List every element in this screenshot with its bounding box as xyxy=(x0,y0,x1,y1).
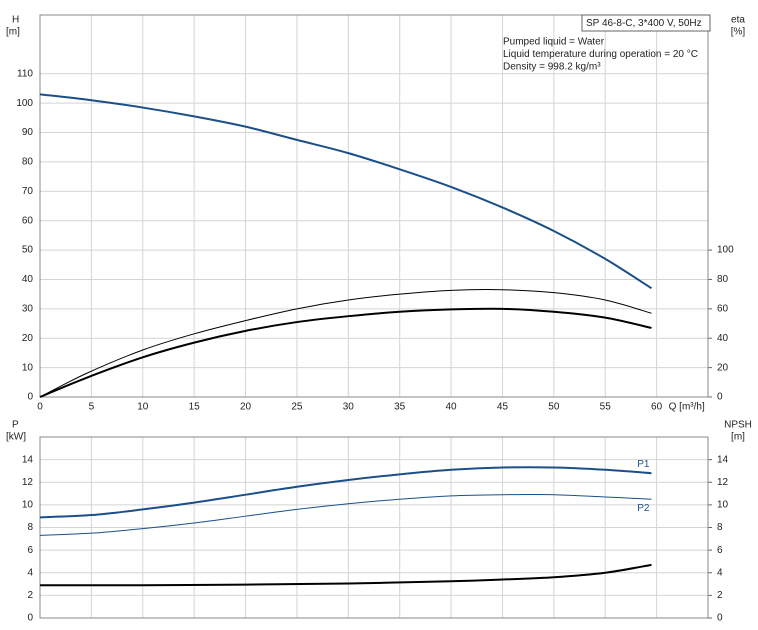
annotation: Density = 998.2 kg/m³ xyxy=(503,62,601,73)
y2-tick-label: 20 xyxy=(717,362,729,373)
y-tick-label: 20 xyxy=(22,333,34,344)
y-tick-label: 8 xyxy=(27,522,33,533)
plot-frame xyxy=(39,436,709,619)
y-tick-label: 2 xyxy=(27,590,33,601)
y-axis-label: P xyxy=(12,420,19,431)
curve xyxy=(40,563,652,587)
y-tick-label: 70 xyxy=(22,186,34,197)
x-tick-label: 0 xyxy=(37,402,43,413)
x-tick-label: 15 xyxy=(189,402,201,413)
y2-tick-label: 8 xyxy=(717,522,723,533)
x-tick-label: 50 xyxy=(548,402,560,413)
y-tick-label: 90 xyxy=(22,127,34,138)
y-tick-label: 110 xyxy=(17,68,33,79)
y2-tick-label: 14 xyxy=(717,454,729,465)
curve xyxy=(39,93,653,290)
plot-frame xyxy=(39,14,709,398)
y-tick-label: 12 xyxy=(22,477,34,488)
y2-axis-label: NPSH xyxy=(724,420,752,431)
y-axis-label: [kW] xyxy=(6,432,26,443)
y2-tick-label: 60 xyxy=(717,303,729,314)
y-tick-label: 6 xyxy=(27,545,33,556)
y-tick-label: 80 xyxy=(22,157,34,168)
chart-title: SP 46-8-C, 3*400 V, 50Hz xyxy=(586,18,702,29)
x-tick-label: 10 xyxy=(137,402,149,413)
y2-axis-label: eta xyxy=(731,15,745,26)
annotation: Pumped liquid = Water xyxy=(503,37,605,48)
x-tick-label: 20 xyxy=(240,402,252,413)
y2-tick-label: 100 xyxy=(717,245,734,256)
x-tick-label: 25 xyxy=(291,402,303,413)
y-tick-label: 30 xyxy=(22,303,34,314)
series-label: P1 xyxy=(637,459,650,470)
y-tick-label: 0 xyxy=(27,392,33,403)
curve xyxy=(39,493,652,536)
y-tick-label: 100 xyxy=(16,98,33,109)
x-tick-label: 60 xyxy=(651,402,663,413)
y-tick-label: 0 xyxy=(27,613,33,624)
y2-tick-label: 12 xyxy=(717,477,729,488)
y2-tick-label: 4 xyxy=(717,567,723,578)
y-axis-label: [m] xyxy=(6,27,20,38)
curve xyxy=(39,466,652,519)
curve xyxy=(39,289,652,398)
y2-tick-label: 40 xyxy=(717,333,729,344)
y-tick-label: 60 xyxy=(22,215,34,226)
curve xyxy=(39,307,652,398)
y2-tick-label: 80 xyxy=(717,274,729,285)
y2-tick-label: 6 xyxy=(717,545,723,556)
x-axis-label: Q [m³/h] xyxy=(669,402,705,413)
title-box xyxy=(581,14,711,32)
y2-tick-label: 2 xyxy=(717,590,723,601)
x-tick-label: 35 xyxy=(394,402,406,413)
y2-tick-label: 0 xyxy=(717,392,723,403)
x-tick-label: 5 xyxy=(89,402,95,413)
y-tick-label: 10 xyxy=(22,500,34,511)
y2-axis-label: [%] xyxy=(731,27,746,38)
y-tick-label: 10 xyxy=(22,362,34,373)
y-tick-label: 50 xyxy=(22,245,34,256)
y2-tick-label: 10 xyxy=(717,500,729,511)
x-tick-label: 30 xyxy=(343,402,355,413)
y-tick-label: 14 xyxy=(22,454,34,465)
y2-axis-label: [m] xyxy=(731,432,745,443)
y2-tick-label: 0 xyxy=(717,613,723,624)
y-axis-label: H xyxy=(12,15,19,26)
y-tick-label: 4 xyxy=(27,567,33,578)
y-tick-label: 40 xyxy=(22,274,34,285)
x-tick-label: 55 xyxy=(600,402,612,413)
series-label: P2 xyxy=(637,503,650,514)
x-tick-label: 40 xyxy=(446,402,458,413)
annotation: Liquid temperature during operation = 20… xyxy=(503,49,698,60)
x-tick-label: 45 xyxy=(497,402,509,413)
